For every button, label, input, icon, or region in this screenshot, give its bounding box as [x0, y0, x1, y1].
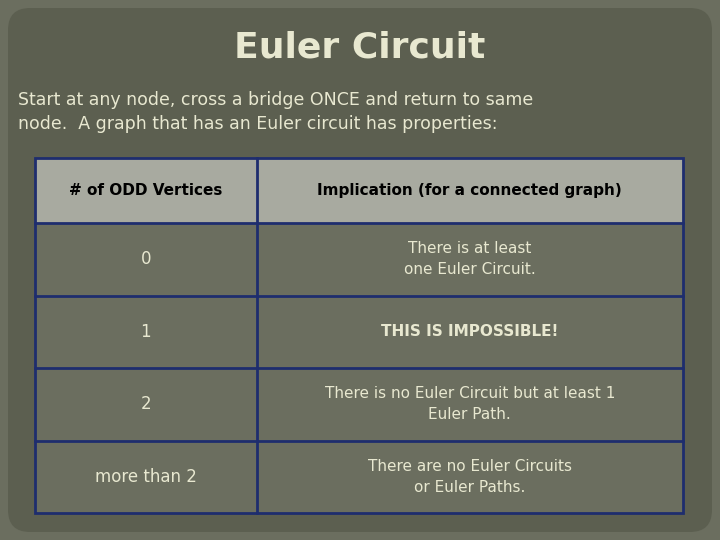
Text: Start at any node, cross a bridge ONCE and return to same: Start at any node, cross a bridge ONCE a… — [18, 91, 534, 109]
FancyBboxPatch shape — [8, 8, 712, 532]
Bar — [35, 295, 683, 368]
Text: There is no Euler Circuit but at least 1
Euler Path.: There is no Euler Circuit but at least 1… — [325, 386, 615, 422]
Text: 1: 1 — [140, 323, 151, 341]
Bar — [35, 158, 683, 513]
Text: # of ODD Vertices: # of ODD Vertices — [69, 183, 222, 198]
Bar — [35, 368, 683, 441]
Text: node.  A graph that has an Euler circuit has properties:: node. A graph that has an Euler circuit … — [18, 115, 498, 133]
Text: 0: 0 — [140, 250, 151, 268]
Bar — [35, 158, 683, 223]
Bar — [35, 223, 683, 295]
Text: more than 2: more than 2 — [95, 468, 197, 486]
Bar — [35, 441, 683, 513]
Text: THIS IS IMPOSSIBLE!: THIS IS IMPOSSIBLE! — [381, 324, 559, 339]
Text: Implication (for a connected graph): Implication (for a connected graph) — [318, 183, 622, 198]
Text: There is at least
one Euler Circuit.: There is at least one Euler Circuit. — [404, 241, 536, 277]
Text: There are no Euler Circuits
or Euler Paths.: There are no Euler Circuits or Euler Pat… — [368, 459, 572, 495]
Text: Euler Circuit: Euler Circuit — [234, 31, 486, 65]
Text: 2: 2 — [140, 395, 151, 413]
